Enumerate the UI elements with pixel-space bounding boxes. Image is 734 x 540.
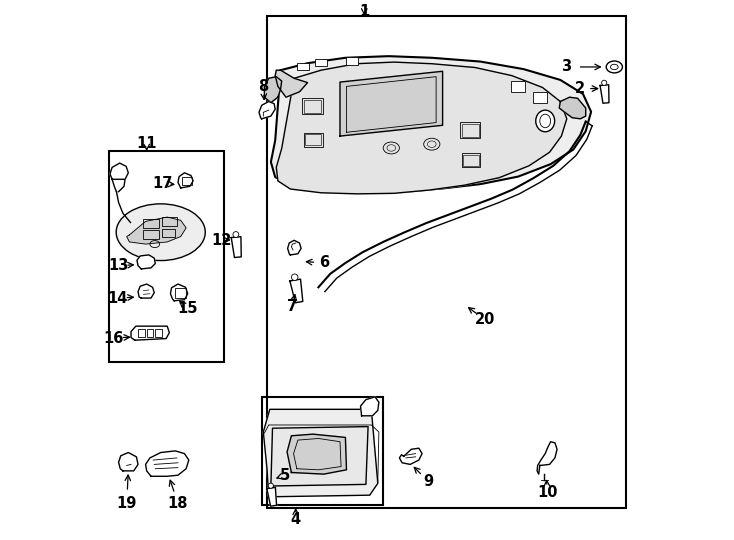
Polygon shape <box>110 163 128 179</box>
Polygon shape <box>178 173 193 188</box>
Polygon shape <box>271 56 591 193</box>
Polygon shape <box>127 217 186 244</box>
Polygon shape <box>360 397 379 416</box>
Bar <box>109 151 224 362</box>
Bar <box>161 229 175 237</box>
Bar <box>297 63 309 70</box>
Text: 11: 11 <box>137 136 157 151</box>
Text: 10: 10 <box>537 485 558 500</box>
Bar <box>156 329 161 337</box>
Circle shape <box>602 80 607 85</box>
Text: 5: 5 <box>280 468 290 483</box>
Text: 3: 3 <box>561 59 571 75</box>
Polygon shape <box>275 70 308 97</box>
Text: 13: 13 <box>109 258 128 273</box>
Polygon shape <box>119 453 138 471</box>
Text: 2: 2 <box>575 81 585 96</box>
Polygon shape <box>231 237 241 258</box>
Polygon shape <box>537 442 557 474</box>
Text: 6: 6 <box>319 255 329 271</box>
Polygon shape <box>600 85 609 103</box>
Polygon shape <box>131 326 170 340</box>
Circle shape <box>268 483 273 488</box>
Text: 17: 17 <box>153 176 173 191</box>
Bar <box>304 133 323 147</box>
Text: 18: 18 <box>168 496 188 511</box>
Polygon shape <box>276 62 567 194</box>
Bar <box>302 98 323 114</box>
Bar <box>147 329 153 337</box>
Polygon shape <box>259 102 275 119</box>
Polygon shape <box>264 77 282 103</box>
Bar <box>175 288 186 298</box>
Bar <box>462 153 480 167</box>
Text: 9: 9 <box>424 474 434 489</box>
Bar <box>304 100 321 113</box>
Text: 19: 19 <box>117 496 137 511</box>
Polygon shape <box>287 434 346 474</box>
Polygon shape <box>288 240 301 255</box>
Bar <box>462 124 479 137</box>
Text: 14: 14 <box>107 291 128 306</box>
Polygon shape <box>264 409 378 497</box>
Text: 20: 20 <box>475 312 495 327</box>
Polygon shape <box>138 284 154 298</box>
Bar <box>182 177 192 185</box>
Polygon shape <box>559 97 586 119</box>
Bar <box>143 219 159 228</box>
Bar <box>262 397 383 505</box>
Text: 16: 16 <box>103 330 123 346</box>
Polygon shape <box>399 448 422 464</box>
Text: 7: 7 <box>288 299 297 314</box>
Text: 8: 8 <box>258 79 269 94</box>
Text: 15: 15 <box>178 301 198 316</box>
Text: 4: 4 <box>291 512 301 527</box>
Polygon shape <box>145 451 189 476</box>
Bar <box>460 122 480 138</box>
Bar <box>267 16 626 508</box>
Circle shape <box>291 274 298 280</box>
Bar <box>533 92 547 103</box>
Bar <box>143 230 159 239</box>
Ellipse shape <box>116 204 206 261</box>
Bar <box>315 59 327 66</box>
Bar <box>346 57 357 65</box>
Text: 1: 1 <box>359 4 369 19</box>
Bar <box>161 217 177 226</box>
Ellipse shape <box>606 61 622 73</box>
Polygon shape <box>340 71 443 136</box>
Ellipse shape <box>536 110 555 132</box>
Circle shape <box>233 232 239 238</box>
Text: 12: 12 <box>211 233 231 248</box>
Bar <box>138 329 145 337</box>
Bar <box>463 155 479 166</box>
Bar <box>512 81 525 92</box>
Bar <box>305 134 321 145</box>
Polygon shape <box>271 427 368 486</box>
Polygon shape <box>267 488 277 506</box>
Polygon shape <box>290 279 303 303</box>
Polygon shape <box>170 284 188 301</box>
Polygon shape <box>137 255 156 269</box>
